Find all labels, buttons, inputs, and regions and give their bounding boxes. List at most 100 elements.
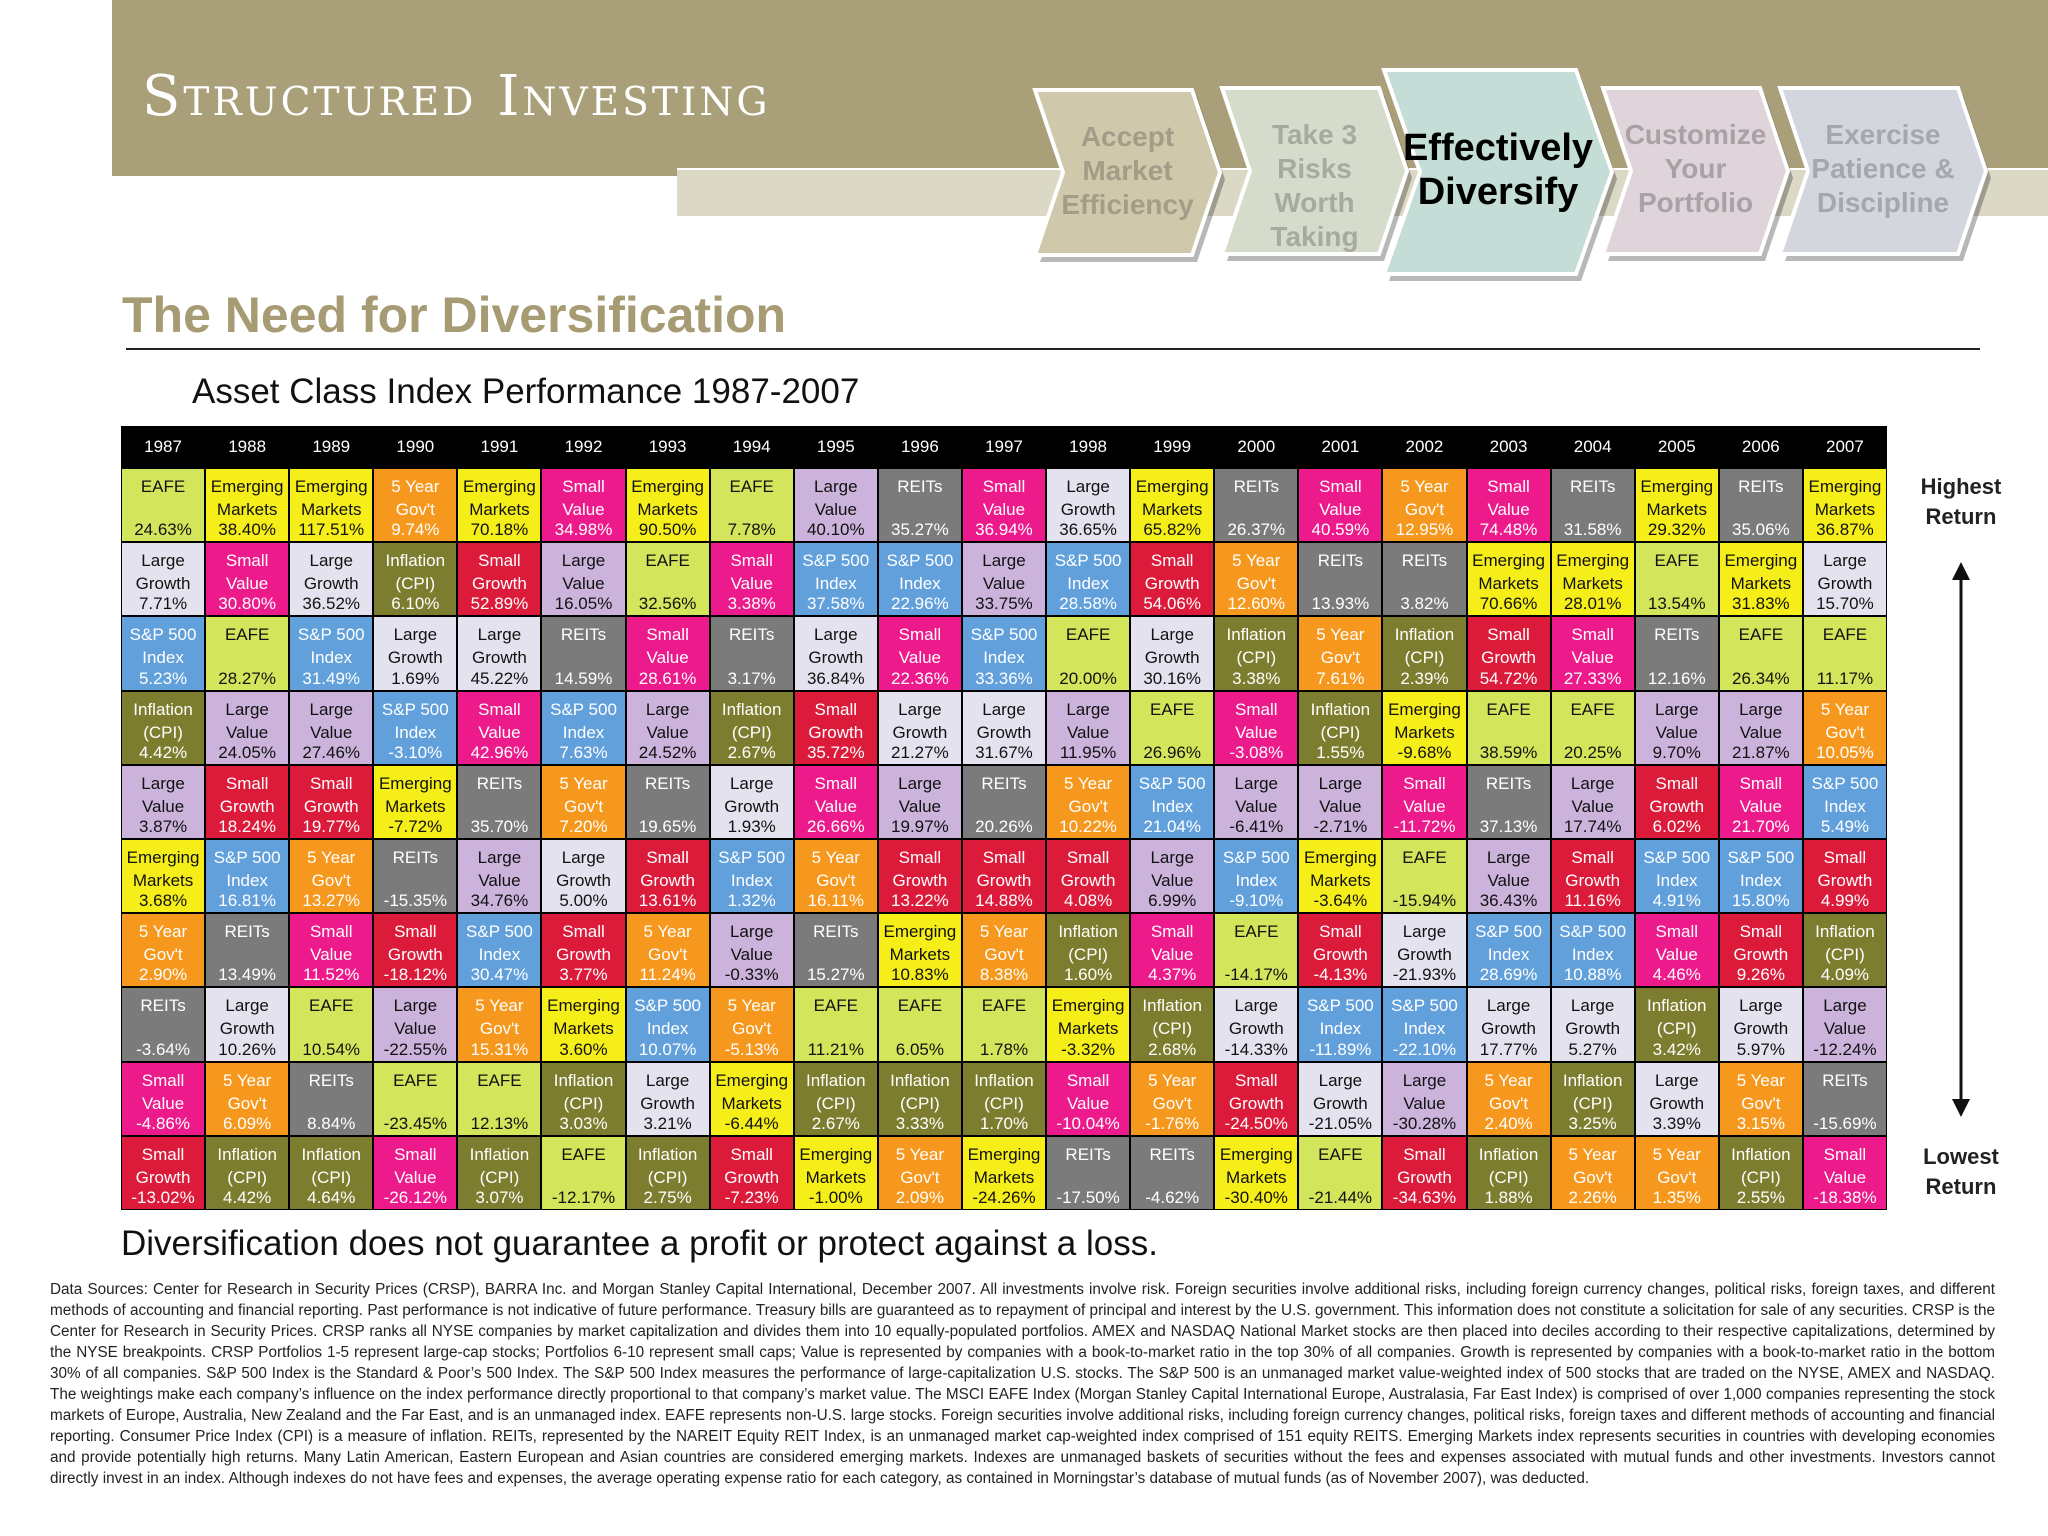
- year-header: 1995: [816, 437, 855, 456]
- return-value: 26.37%: [1227, 520, 1286, 540]
- asset-class-label: Inflation (CPI): [301, 1144, 361, 1187]
- asset-class-label: EAFE: [813, 996, 858, 1016]
- return-value: 36.87%: [1816, 520, 1874, 540]
- asset-class-label: REITs: [644, 773, 691, 793]
- return-cell: 5 Year Gov't 10.22%: [1047, 765, 1130, 838]
- year-header: 2003: [1489, 437, 1528, 456]
- return-value: 27.46%: [302, 742, 361, 762]
- return-value: 19.65%: [638, 816, 697, 836]
- return-value: 17.77%: [1479, 1039, 1538, 1059]
- return-cell: Inflation (CPI) 2.55%: [1719, 1136, 1802, 1209]
- return-value: -12.17%: [551, 1187, 616, 1207]
- return-value: 26.66%: [806, 816, 865, 836]
- return-cell: EAFE 7.78%: [710, 469, 793, 542]
- return-value: 22.96%: [891, 594, 949, 614]
- return-cell: Large Growth 17.77%: [1467, 988, 1550, 1061]
- asset-class-label: EAFE: [1318, 1144, 1363, 1164]
- return-cell: S&P 500 Index 4.91%: [1635, 840, 1718, 913]
- asset-class-label: EAFE: [561, 1144, 606, 1164]
- return-cell: REITs 20.26%: [962, 765, 1046, 838]
- asset-class-label: 5 Year Gov't: [475, 996, 524, 1039]
- asset-class-label: Inflation (CPI): [1142, 996, 1202, 1039]
- asset-class-label: REITs: [1149, 1144, 1195, 1164]
- asset-class-label: Inflation (CPI): [721, 699, 782, 742]
- asset-class-label: S&P 500 Index: [970, 625, 1038, 668]
- return-cell: Large Growth 5.00%: [542, 840, 625, 913]
- asset-class-label: S&P 500 Index: [1811, 773, 1879, 816]
- asset-class-label: Inflation (CPI): [1646, 996, 1707, 1039]
- return-cell: Large Growth 5.27%: [1551, 988, 1634, 1061]
- asset-class-label: Emerging Markets: [799, 1144, 873, 1187]
- year-header: 2002: [1405, 437, 1444, 456]
- asset-class-label: REITs: [813, 922, 859, 942]
- return-cell: Emerging Markets 65.82%: [1131, 469, 1214, 542]
- return-value: -11.72%: [1393, 816, 1456, 836]
- return-cell: EAFE 13.54%: [1635, 543, 1718, 616]
- title-divider: [126, 348, 1980, 350]
- return-cell: EAFE -14.17%: [1215, 914, 1298, 987]
- return-value: -3.10%: [388, 742, 443, 762]
- asset-class-label: REITs: [476, 773, 523, 793]
- return-value: 3.25%: [1568, 1113, 1617, 1133]
- asset-class-label: Large Value: [645, 699, 690, 742]
- asset-class-label: S&P 500 Index: [1306, 996, 1374, 1039]
- return-cell: Large Value -30.28%: [1383, 1062, 1466, 1135]
- asset-class-label: 5 Year Gov't: [223, 1070, 272, 1113]
- return-value: 30.80%: [218, 594, 276, 614]
- return-cell: Large Value -2.71%: [1299, 765, 1382, 838]
- return-value: 26.34%: [1732, 668, 1790, 688]
- asset-class-label: Inflation (CPI): [1562, 1070, 1623, 1113]
- return-cell: Small Value -3.08%: [1215, 691, 1298, 764]
- return-value: -7.72%: [388, 816, 443, 836]
- return-cell: EAFE 12.13%: [458, 1062, 541, 1135]
- asset-class-label: 5 Year Gov't: [1316, 625, 1365, 668]
- return-value: 33.75%: [975, 594, 1033, 614]
- asset-class-label: Large Growth: [472, 625, 527, 668]
- asset-class-label: REITs: [1233, 477, 1279, 496]
- year-header: 1990: [396, 437, 435, 456]
- return-value: 20.26%: [975, 816, 1033, 836]
- return-value: 7.78%: [727, 520, 776, 540]
- return-value: -1.00%: [808, 1187, 863, 1207]
- return-cell: 5 Year Gov't 1.35%: [1635, 1136, 1718, 1209]
- asset-class-label: Inflation (CPI): [974, 1070, 1034, 1113]
- return-value: 4.37%: [1148, 965, 1197, 985]
- return-cell: Large Value -0.33%: [710, 914, 793, 987]
- return-cell: Inflation (CPI) 2.75%: [626, 1136, 709, 1209]
- return-value: 3.15%: [1736, 1113, 1785, 1133]
- return-value: 7.61%: [1316, 668, 1365, 688]
- return-cell: Small Growth 54.72%: [1467, 617, 1550, 690]
- asset-class-label: Large Value: [477, 848, 522, 890]
- asset-class-label: Large Value: [1570, 773, 1615, 816]
- asset-class-label: 5 Year Gov't: [1736, 1070, 1785, 1113]
- return-value: 3.17%: [727, 668, 776, 688]
- asset-class-label: Large Value: [561, 551, 606, 594]
- return-value: 1.35%: [1652, 1187, 1701, 1207]
- asset-class-label: 5 Year Gov't: [1063, 773, 1113, 816]
- asset-class-label: S&P 500 Index: [1643, 848, 1711, 890]
- return-cell: 5 Year Gov't 12.60%: [1215, 543, 1298, 616]
- asset-class-label: REITs: [729, 625, 775, 645]
- asset-class-label: 5 Year Gov't: [1232, 551, 1281, 594]
- return-value: 40.59%: [1311, 520, 1370, 540]
- asset-class-label: Inflation (CPI): [1478, 1144, 1539, 1187]
- return-cell: Small Value 27.33%: [1551, 617, 1634, 690]
- asset-class-label: EAFE: [1738, 625, 1784, 645]
- return-cell: Inflation (CPI) 4.64%: [290, 1136, 373, 1209]
- return-value: 24.05%: [218, 742, 276, 762]
- asset-class-label: Small Value: [478, 699, 521, 742]
- return-cell: REITs -15.35%: [374, 840, 457, 913]
- return-value: 1.88%: [1484, 1187, 1533, 1207]
- return-cell: Emerging Markets 70.18%: [458, 469, 541, 542]
- return-value: 4.64%: [307, 1187, 356, 1207]
- asset-class-label: Small Value: [1066, 1070, 1110, 1113]
- return-cell: Inflation (CPI) 3.33%: [878, 1062, 961, 1135]
- return-value: 14.88%: [975, 891, 1033, 911]
- return-cell: Inflation (CPI) 2.67%: [710, 691, 793, 764]
- return-value: 12.13%: [470, 1113, 529, 1133]
- year-header: 2007: [1826, 437, 1864, 456]
- return-value: 70.18%: [470, 520, 529, 540]
- asset-class-label: Small Value: [982, 477, 1026, 519]
- return-value: 6.02%: [1652, 816, 1701, 836]
- asset-class-label: Large Growth: [1817, 551, 1873, 594]
